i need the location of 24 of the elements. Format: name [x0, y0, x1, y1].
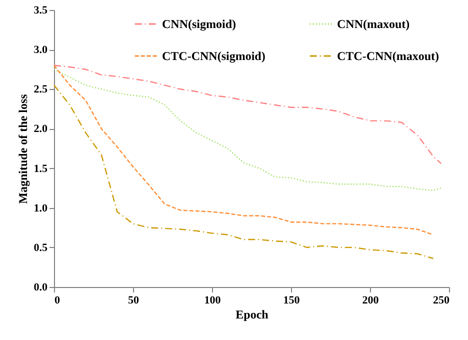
legend-label: CNN(maxout): [337, 17, 410, 31]
y-tick-label: 2.5: [34, 84, 48, 96]
x-tick-label: 100: [204, 294, 222, 306]
line-series: [53, 84, 434, 260]
y-axis-title: Magnitude of the loss: [16, 94, 30, 204]
x-axis-title: Epoch: [236, 308, 269, 322]
line-series: [53, 64, 442, 164]
y-tick-label: 2.0: [34, 123, 48, 136]
line-series: [53, 64, 434, 236]
x-tick-label: 50: [128, 294, 140, 306]
y-tick-label: 1.0: [34, 202, 48, 214]
x-tick-label: 0: [54, 294, 60, 306]
y-tick-label: 0.5: [34, 242, 48, 254]
x-tick-label: 150: [283, 294, 300, 306]
line-series: [53, 68, 442, 192]
y-tick-label: 0.0: [34, 282, 48, 294]
legend-label: CTC-CNN(maxout): [337, 49, 439, 63]
x-tick-label: 200: [362, 294, 380, 306]
legend-label: CTC-CNN(sigmoid): [162, 49, 266, 63]
y-tick-label: 1.5: [34, 162, 48, 175]
legend-label: CNN(sigmoid): [162, 17, 236, 31]
y-tick-label: 3.0: [34, 44, 48, 56]
y-tick-label: 3.5: [34, 4, 48, 16]
x-tick-label: 250: [433, 294, 450, 306]
